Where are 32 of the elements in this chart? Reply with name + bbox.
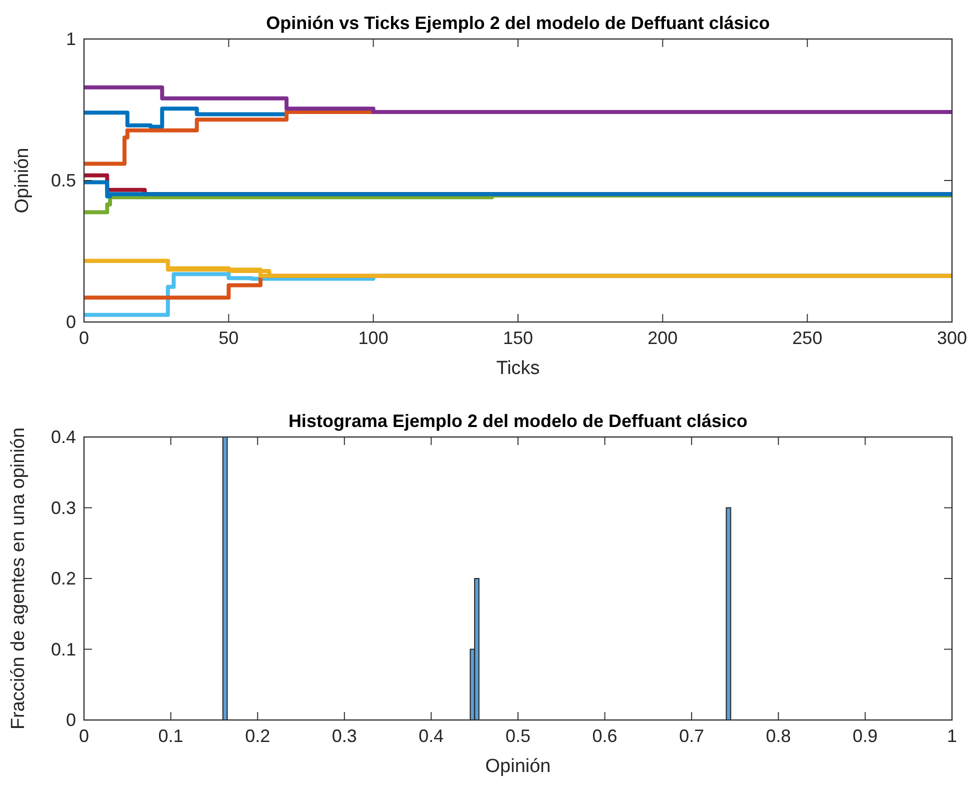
- x-tick-label: 0: [78, 726, 90, 746]
- x-tick-label: 150: [502, 328, 534, 348]
- y-tick-label: 0.5: [50, 170, 76, 190]
- y-tick-label: 0: [66, 312, 76, 332]
- chart-title: Opinión vs Ticks Ejemplo 2 del modelo de Deffuant clásico: [266, 13, 770, 33]
- x-tick-label: 250: [792, 328, 822, 348]
- y-tick-label: 1: [66, 29, 76, 49]
- x-tick-label: 200: [648, 328, 678, 348]
- x-tick-label: 0.9: [852, 726, 878, 746]
- x-tick-label: 1: [946, 726, 958, 746]
- x-tick-label: 300: [936, 328, 968, 348]
- y-tick-label: 0.3: [50, 498, 76, 518]
- x-tick-label: 0: [78, 328, 90, 348]
- chart-title: Histograma Ejemplo 2 del modelo de Deffuant clásico: [288, 411, 748, 431]
- y-tick-label: 0.2: [50, 568, 76, 588]
- x-tick-label: 0.3: [332, 726, 357, 746]
- x-tick-label: 100: [358, 328, 388, 348]
- x-tick-label: 0.7: [679, 726, 704, 746]
- y-axis-title: Opinión: [12, 148, 33, 214]
- x-tick-label: 0.6: [592, 726, 618, 746]
- y-axis-title: Fracción de agentes en una opinión: [8, 427, 29, 730]
- x-tick-label: 0.5: [505, 726, 531, 746]
- y-tick-label: 0: [66, 710, 76, 730]
- y-tick-label: 0.1: [50, 639, 76, 660]
- x-axis-title: Opinión: [485, 756, 551, 777]
- y-tick-label: 0.4: [50, 427, 76, 447]
- x-tick-label: 0.1: [158, 726, 184, 746]
- x-tick-label: 0.4: [418, 726, 444, 746]
- x-axis-title: Ticks: [496, 358, 540, 379]
- x-tick-label: 0.8: [766, 726, 791, 746]
- x-tick-label: 50: [218, 328, 239, 348]
- x-tick-label: 0.2: [245, 726, 270, 746]
